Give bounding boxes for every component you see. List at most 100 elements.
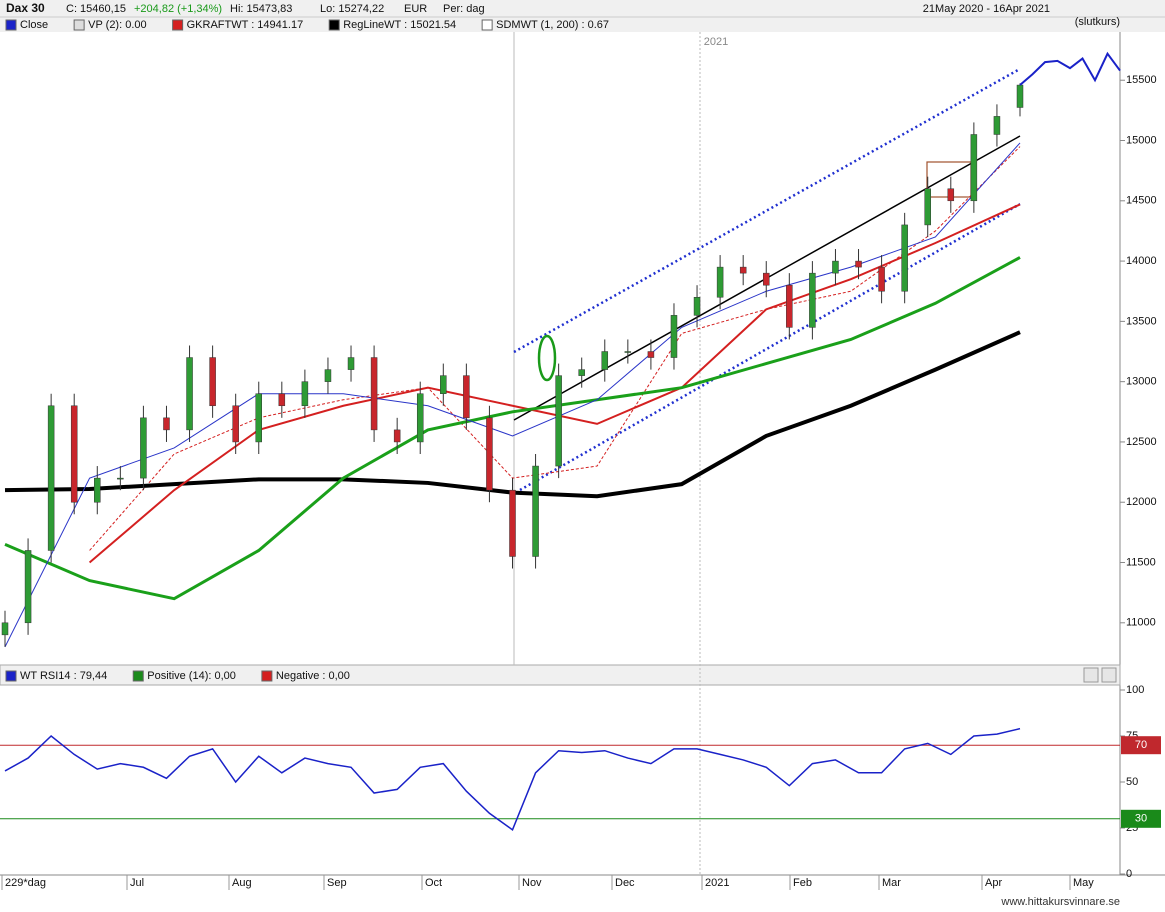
- x-tick-label: 2021: [705, 877, 729, 889]
- candle-body: [601, 351, 609, 370]
- ma-line: [4, 142, 1021, 648]
- x-tick-label: Jul: [130, 877, 144, 889]
- high: Hi: 15473,83: [230, 3, 292, 15]
- y-tick-label: 13000: [1126, 376, 1157, 388]
- low: Lo: 15274,22: [320, 3, 384, 15]
- candle-body: [278, 393, 286, 407]
- legend-label: Positive (14): 0,00: [147, 670, 236, 682]
- candle-body: [693, 297, 701, 316]
- candle-body: [809, 272, 816, 328]
- year-marker: 2021: [704, 36, 728, 48]
- candle-body: [670, 315, 678, 358]
- candle-body: [47, 405, 55, 551]
- candle-body: [209, 357, 216, 407]
- candle-body: [855, 260, 862, 268]
- ma-line: [4, 256, 1021, 601]
- candle-body: [901, 224, 908, 292]
- y-tick-label: 15500: [1126, 74, 1157, 86]
- candle-body: [924, 188, 931, 226]
- y-tick-label: 50: [1126, 776, 1138, 788]
- rsi-line: [4, 727, 1021, 832]
- legend-label: Close: [20, 19, 48, 31]
- candle-body: [647, 351, 655, 358]
- candle-body: [947, 188, 955, 202]
- candle-body: [347, 357, 355, 370]
- candle-body: [440, 375, 447, 394]
- legend-label: RegLineWT : 15021.54: [343, 19, 456, 31]
- close-button[interactable]: [1101, 667, 1117, 683]
- y-tick-label: 100: [1126, 684, 1144, 696]
- y-tick-label: 0: [1126, 868, 1132, 880]
- currency: EUR: [404, 3, 427, 15]
- legend-swatch: [5, 670, 17, 682]
- period: Per: dag: [443, 3, 485, 15]
- y-tick-label: 12000: [1126, 496, 1157, 508]
- x-tick-label: May: [1073, 877, 1094, 889]
- legend-label: VP (2): 0.00: [88, 19, 147, 31]
- candle-body: [140, 417, 147, 479]
- candle-body: [786, 284, 793, 328]
- candle-body: [94, 477, 101, 503]
- x-tick-label: Nov: [522, 877, 542, 889]
- legend-label: Negative : 0,00: [276, 670, 350, 682]
- close-line: [1019, 51, 1121, 86]
- footer: www.hittakursvinnare.se: [1000, 896, 1120, 907]
- plot-frame: [0, 32, 1165, 876]
- candle-body: [716, 266, 724, 298]
- x-tick-label: Oct: [425, 877, 442, 889]
- header-bar: [0, 0, 1165, 32]
- legend-swatch: [481, 19, 493, 31]
- candle-body: [117, 477, 124, 480]
- candle-body: [739, 266, 747, 274]
- legend-swatch: [328, 19, 340, 31]
- y-tick-label: 12500: [1126, 436, 1157, 448]
- level-badge: [1121, 736, 1161, 755]
- candle-body: [578, 369, 585, 376]
- candle-body: [1, 622, 9, 636]
- y-tick-label: 15000: [1126, 134, 1157, 146]
- candle-body: [24, 550, 32, 624]
- candle-body: [324, 369, 332, 382]
- x-tick-label: 229*dag: [5, 877, 46, 889]
- legend-label: WT RSI14 : 79,44: [20, 670, 107, 682]
- candle-body: [370, 357, 378, 431]
- candle-body: [878, 266, 885, 292]
- legend-swatch: [73, 19, 85, 31]
- legend-swatch: [132, 670, 144, 682]
- candle-body: [186, 357, 193, 431]
- candle-body: [163, 417, 170, 431]
- x-tick-label: Sep: [327, 877, 347, 889]
- candle-body: [832, 260, 839, 274]
- y-tick-label: 11000: [1126, 617, 1156, 629]
- candle-body: [509, 489, 516, 557]
- settings-button[interactable]: [1083, 667, 1099, 683]
- ma-line: [88, 203, 1021, 564]
- candle-body: [70, 405, 78, 503]
- y-tick-label: 11500: [1126, 556, 1156, 568]
- legend-swatch: [5, 19, 17, 31]
- y-tick-label: 14000: [1126, 255, 1157, 267]
- candle-body: [763, 272, 770, 286]
- legend-label: SDMWT (1, 200) : 0.67: [496, 19, 609, 31]
- mode: (slutkurs): [1075, 16, 1120, 28]
- legend-swatch: [172, 19, 184, 31]
- candle-body: [255, 393, 262, 443]
- level-label: 30: [1135, 813, 1147, 825]
- candle-body: [301, 381, 309, 407]
- ma-line: [89, 146, 1021, 551]
- candle-body: [463, 375, 470, 419]
- x-tick-label: Feb: [793, 877, 812, 889]
- candle-body: [555, 375, 562, 467]
- level-label: 70: [1135, 739, 1147, 751]
- symbol: Dax 30: [6, 1, 45, 15]
- x-tick-label: Apr: [985, 877, 1002, 889]
- date-range: 21May 2020 - 16Apr 2021: [923, 3, 1050, 15]
- legend-swatch: [261, 670, 273, 682]
- x-tick-label: Aug: [232, 877, 252, 889]
- x-tick-label: Dec: [615, 877, 635, 889]
- candle-body: [970, 134, 978, 202]
- level-badge: [1121, 809, 1161, 828]
- y-tick-label: 14500: [1126, 195, 1157, 207]
- change: +204,82 (+1,34%): [134, 3, 222, 15]
